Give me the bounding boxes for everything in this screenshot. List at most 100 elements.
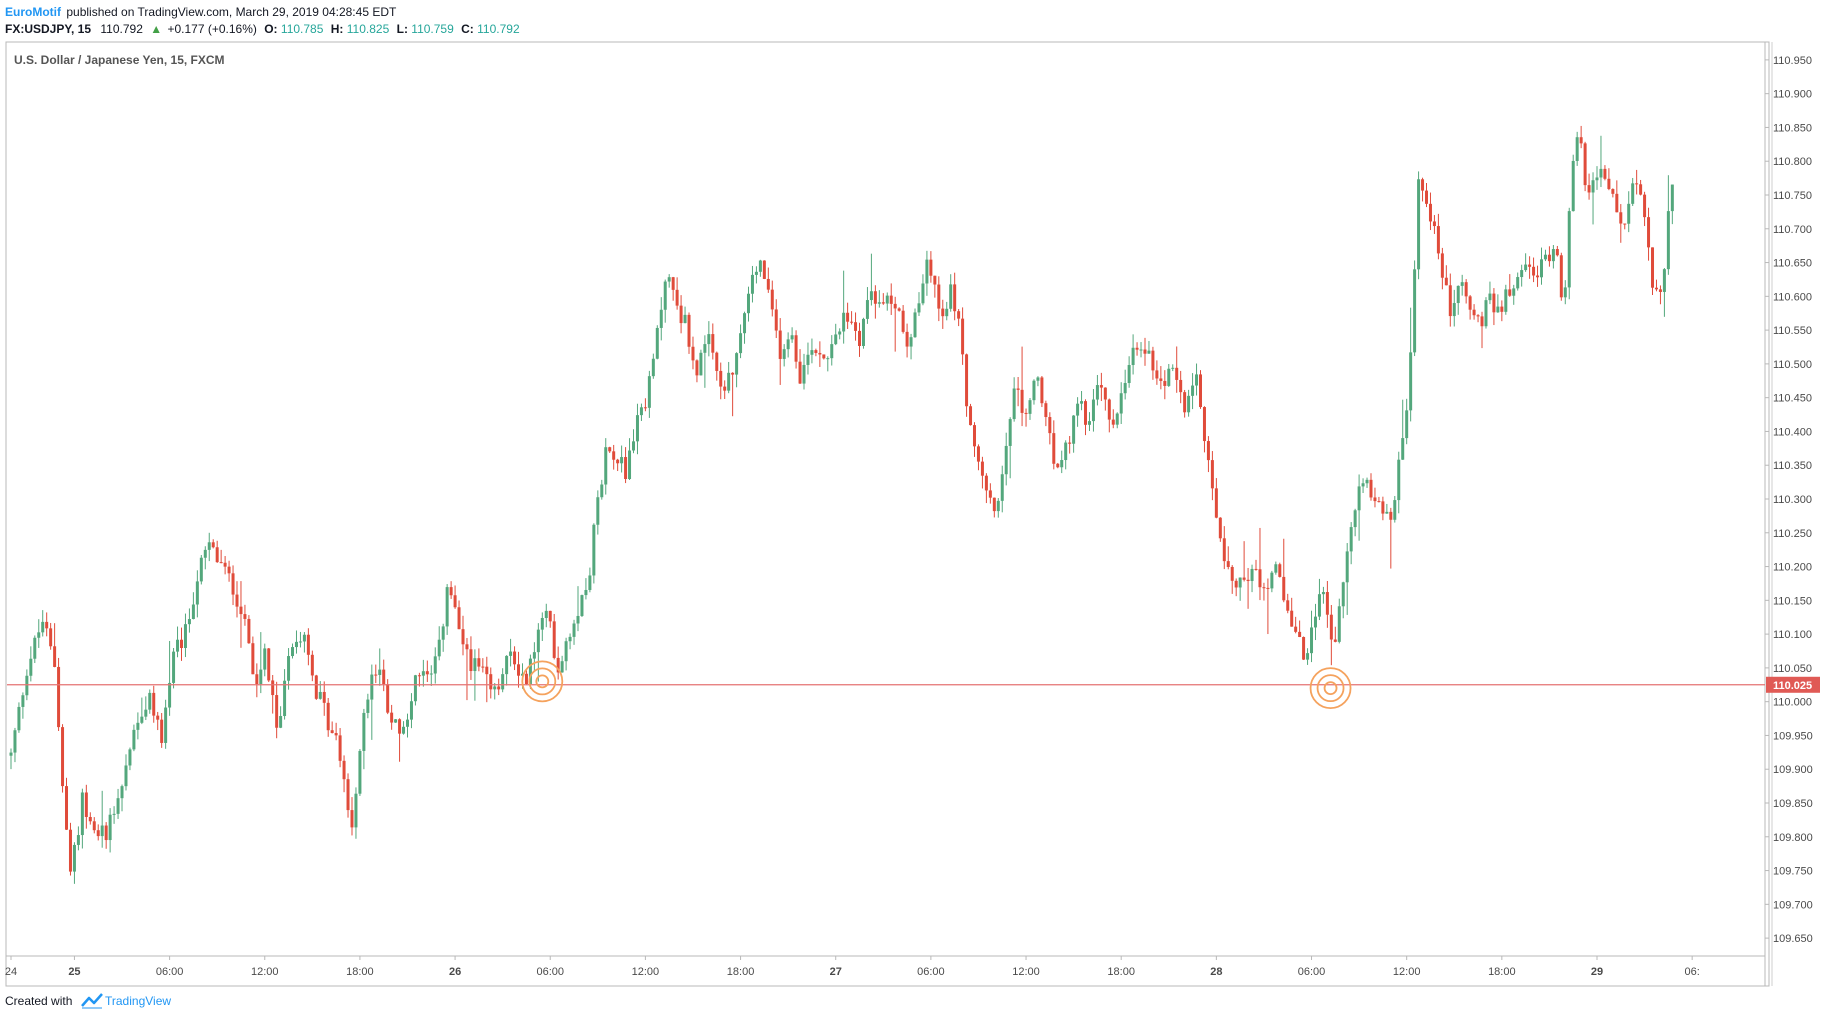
- candle-up: [1599, 135, 1603, 188]
- candle-down: [1654, 279, 1658, 292]
- candle-down: [624, 447, 628, 484]
- candle-body: [235, 594, 239, 607]
- candle-down: [1242, 541, 1246, 582]
- time-tick-label: 29: [1591, 966, 1603, 978]
- candle-up: [409, 693, 413, 729]
- candle-up: [1250, 564, 1254, 593]
- candle-body: [1056, 463, 1060, 468]
- candle-up: [1123, 369, 1127, 400]
- candle-body: [536, 629, 540, 653]
- candle-body: [433, 656, 437, 674]
- candle-down: [552, 613, 556, 660]
- candle-up: [124, 754, 128, 791]
- candle-up: [1147, 341, 1151, 354]
- candle-down: [1179, 370, 1183, 404]
- candle-down: [1421, 177, 1425, 202]
- candle-up: [735, 352, 739, 388]
- candle-up: [298, 631, 302, 648]
- candle-down: [953, 272, 957, 321]
- marker-ring: [521, 660, 564, 703]
- candle-body: [695, 360, 699, 376]
- candle-down: [346, 773, 350, 818]
- candle-body: [905, 331, 909, 347]
- up-arrow-icon: ▲: [150, 22, 162, 36]
- candle-up: [667, 274, 671, 288]
- candle-up: [1520, 264, 1524, 287]
- candle-down: [1210, 451, 1214, 501]
- candle-body: [885, 295, 889, 304]
- candle-down: [1603, 165, 1607, 181]
- candle-body: [1409, 352, 1413, 411]
- candle-down: [1044, 400, 1048, 427]
- candle-body: [1210, 460, 1214, 489]
- candle-body: [667, 277, 671, 282]
- candle-body: [671, 277, 675, 290]
- publisher-link[interactable]: EuroMotif: [5, 5, 62, 19]
- candle-body: [683, 314, 687, 324]
- candle-body: [322, 691, 326, 703]
- open-value: 110.785: [281, 22, 324, 36]
- time-tick-label: 12:00: [632, 966, 660, 978]
- candle-up: [1543, 249, 1547, 262]
- candle-up: [17, 702, 21, 733]
- candle-body: [1119, 393, 1123, 414]
- candle-body: [203, 549, 207, 558]
- candle-up: [1060, 450, 1064, 474]
- candle-up: [1357, 474, 1361, 541]
- candle-body: [156, 715, 160, 720]
- touch-markers: [521, 660, 1352, 710]
- candle-down: [1302, 636, 1306, 661]
- tradingview-brand[interactable]: TradingView: [105, 994, 171, 1008]
- candle-body: [1183, 392, 1187, 413]
- price-tick-label: 109.850: [1773, 798, 1813, 810]
- candle-body: [719, 370, 723, 387]
- published-text: published on TradingView.com, March 29, …: [66, 5, 397, 19]
- candle-up: [1191, 373, 1195, 410]
- candle-body: [29, 658, 33, 676]
- candle-up: [1167, 363, 1171, 387]
- candle-body: [187, 619, 191, 625]
- candle-up: [528, 654, 532, 689]
- price-tick-label: 110.050: [1773, 663, 1812, 675]
- candle-body: [822, 354, 826, 359]
- candle-up: [172, 647, 176, 689]
- candle-body: [267, 648, 271, 681]
- candle-up: [1119, 382, 1123, 425]
- candle-body: [394, 719, 398, 723]
- price-tick-label: 110.700: [1773, 224, 1812, 236]
- candle-down: [957, 309, 961, 327]
- candle-body: [1488, 293, 1492, 301]
- candle-body: [1218, 517, 1222, 539]
- candle-body: [1127, 365, 1131, 384]
- candle-body: [354, 793, 358, 828]
- candle-body: [104, 825, 108, 841]
- candle-down: [449, 581, 453, 599]
- candle-up: [1484, 297, 1488, 329]
- candle-body: [532, 652, 536, 659]
- candle-up: [564, 637, 568, 671]
- candle-down: [854, 312, 858, 341]
- candle-body: [1599, 168, 1603, 178]
- candle-down: [481, 658, 485, 673]
- candle-body: [195, 581, 199, 605]
- time-tick-label: 27: [830, 966, 842, 978]
- candle-body: [1670, 184, 1674, 212]
- candle-down: [679, 295, 683, 334]
- candle-body: [124, 765, 128, 787]
- candle-body: [715, 352, 719, 371]
- candle-body: [65, 786, 69, 830]
- price-axis[interactable]: 110.950 110.900 110.850 110.800 110.750 110.7…: [1765, 55, 1813, 945]
- candle-up: [1072, 415, 1076, 453]
- candle-up: [13, 727, 17, 763]
- candle-body: [1084, 401, 1088, 425]
- candle-down: [984, 473, 988, 504]
- candle-down: [881, 293, 885, 305]
- candle-body: [877, 302, 881, 304]
- candle-up: [1627, 191, 1631, 233]
- time-axis[interactable]: 24 25 06:00 12:00 18:00 26 06:00 12:00 18:00 27 06…: [5, 956, 1700, 978]
- candle-up: [790, 327, 794, 343]
- candle-down: [350, 797, 354, 836]
- candle-up: [1662, 268, 1666, 317]
- candle-down: [1175, 346, 1179, 393]
- candle-up: [80, 788, 84, 849]
